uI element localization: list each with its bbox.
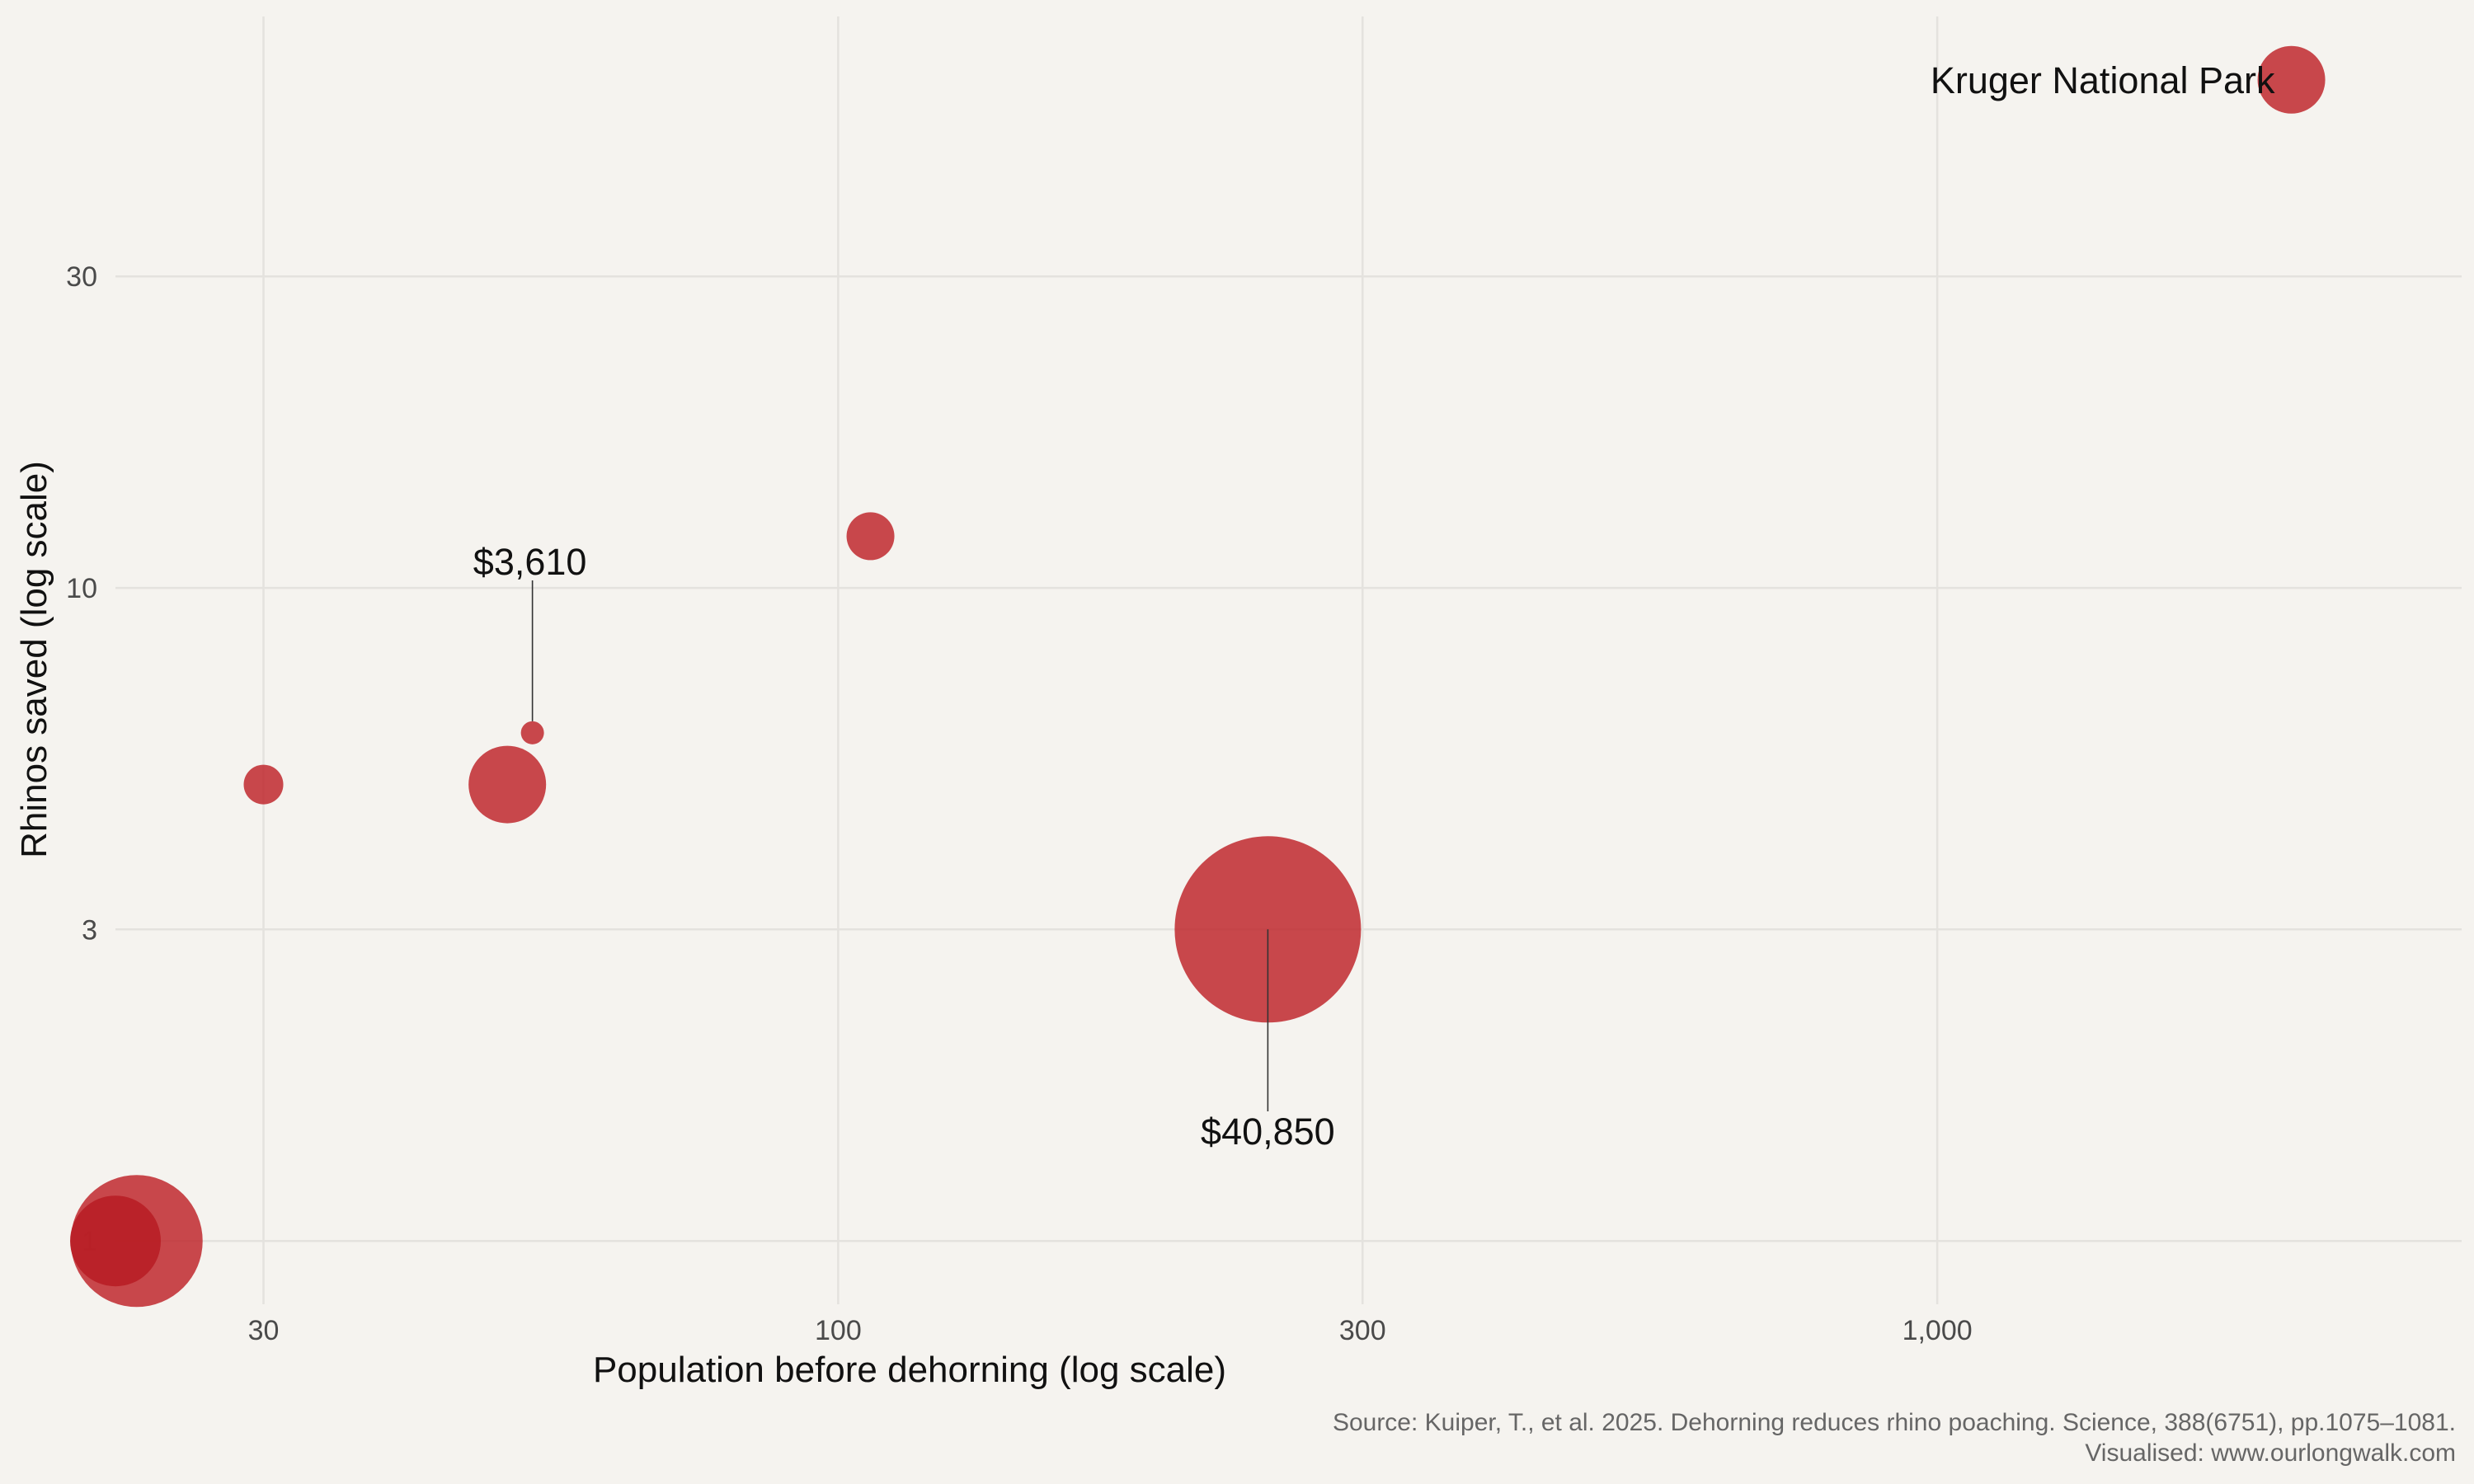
data-bubble [2257,45,2326,114]
x-tick-label: 1,000 [1903,1315,1973,1346]
y-axis-title: Rhinos saved (log scale) [14,461,54,858]
x-tick-label: 30 [248,1315,280,1346]
y-tick-label: 3 [82,914,97,946]
annotation-label: $3,610 [473,541,587,583]
visualised-credit: Visualised: www.ourlongwalk.com [2085,1439,2456,1467]
data-bubble [468,745,547,824]
data-bubble [846,512,895,561]
annotation-label: Kruger National Park [1931,59,2275,101]
x-tick-label: 300 [1339,1315,1386,1346]
data-bubble [520,721,544,744]
annotation-label: $40,850 [1201,1111,1335,1153]
y-tick-label: 10 [66,573,97,604]
annotation-layer: $3,610 $40,850 Kruger National Park [473,59,2275,1153]
y-tick-label: 30 [66,261,97,293]
x-axis-title: Population before dehorning (log scale) [593,1350,1226,1390]
source-note: Source: Kuiper, T., et al. 2025. Dehorni… [1333,1409,2456,1436]
x-tick-label: 100 [815,1315,862,1346]
data-bubble [243,764,284,805]
bubble-layer [70,45,2326,1308]
data-bubble [70,1195,161,1287]
